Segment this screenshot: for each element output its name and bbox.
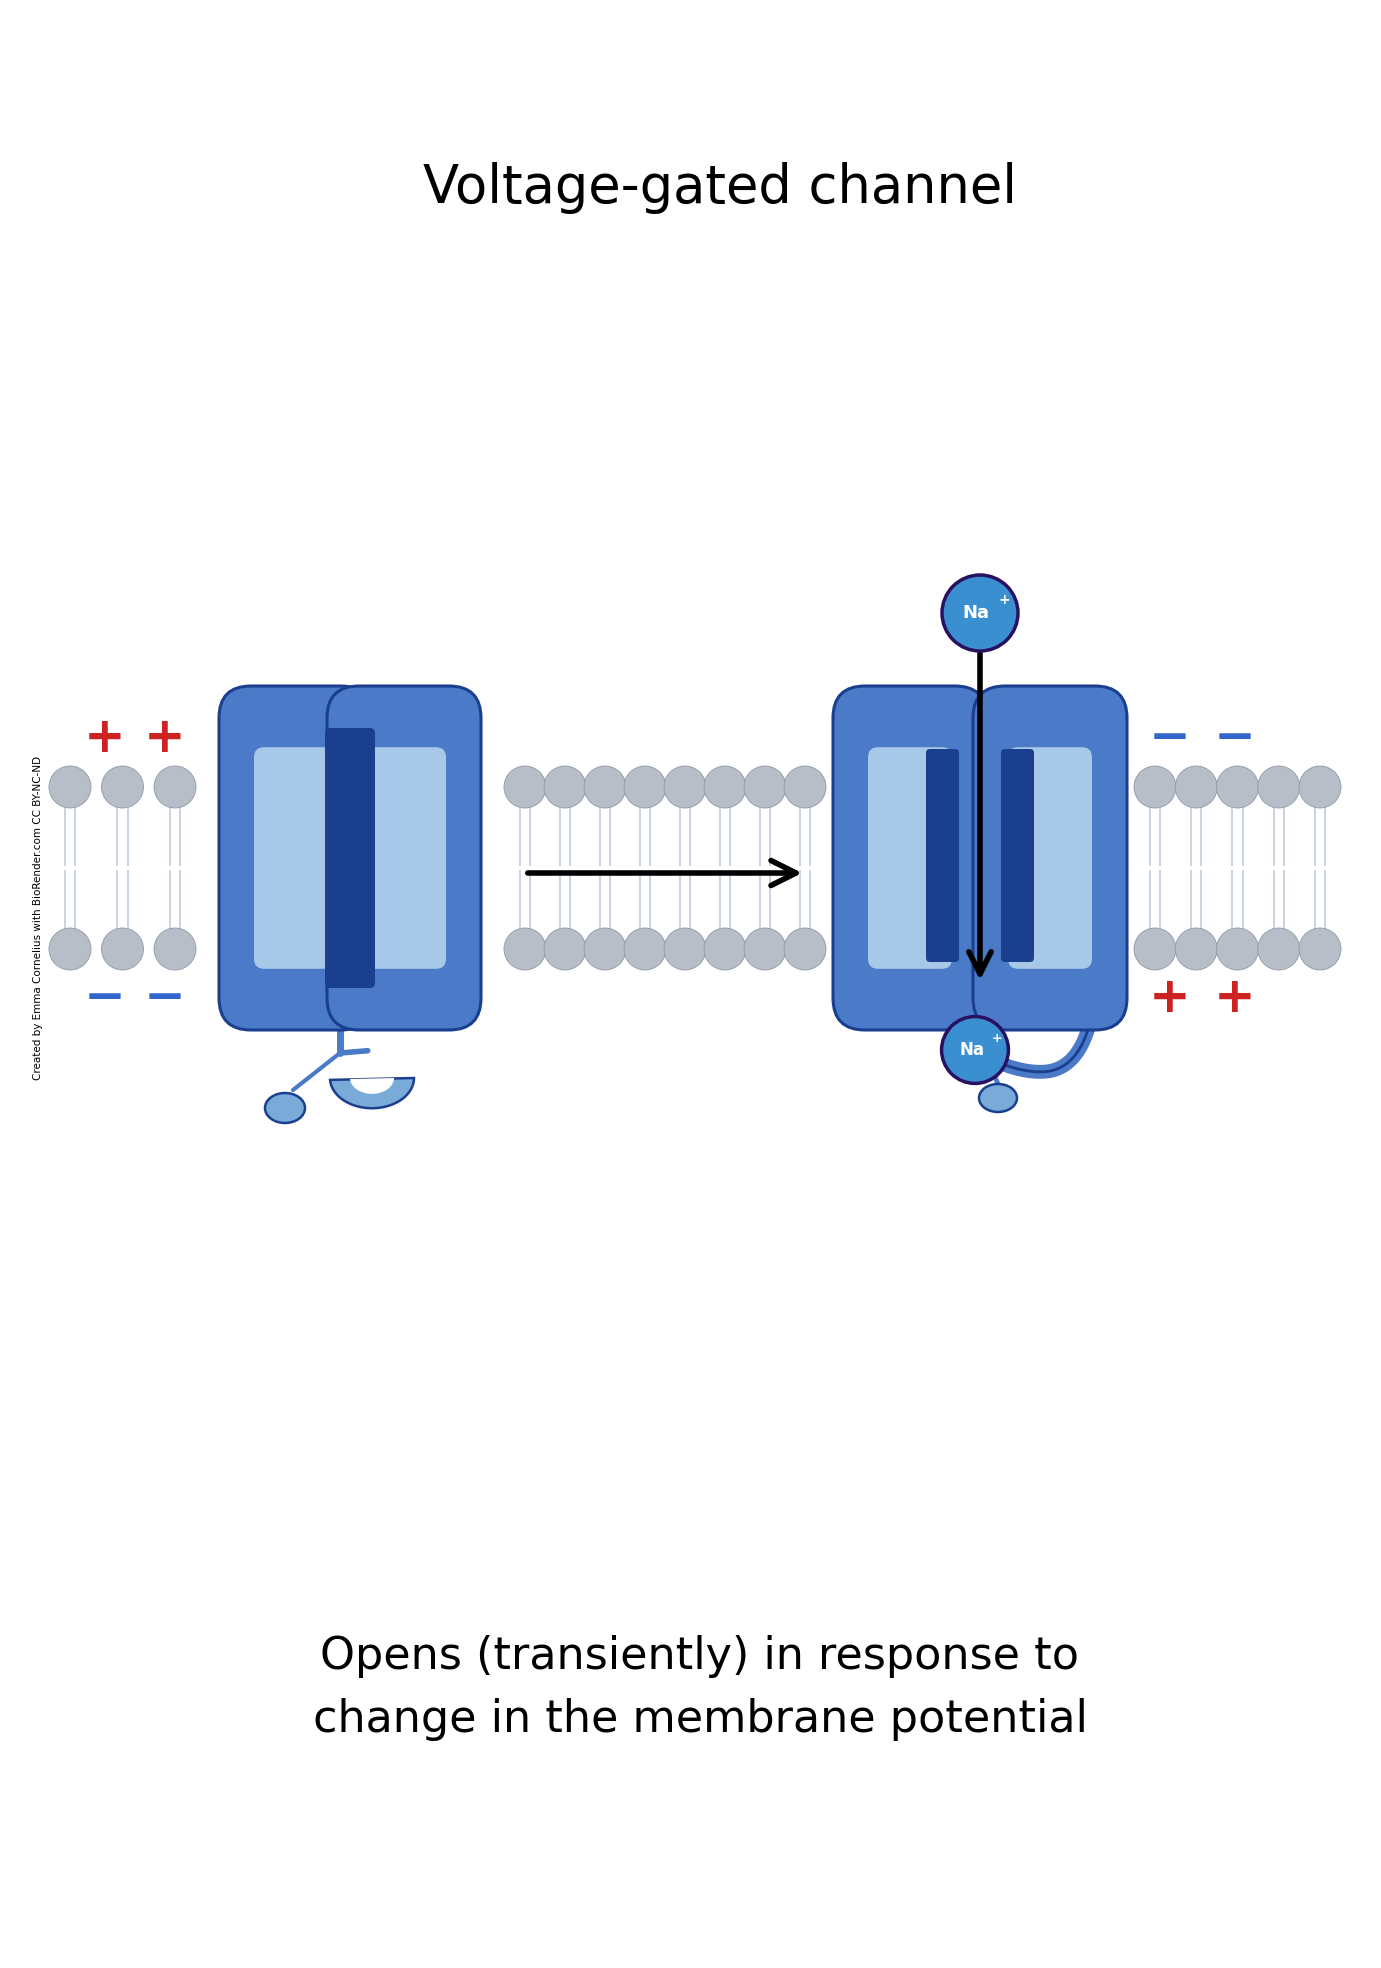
Circle shape [155, 766, 196, 809]
Text: Na: Na [960, 1041, 985, 1059]
Circle shape [704, 766, 746, 809]
FancyBboxPatch shape [220, 687, 373, 1029]
Text: −: − [84, 974, 126, 1021]
Circle shape [48, 929, 91, 970]
Circle shape [942, 1017, 1008, 1084]
Circle shape [1300, 929, 1341, 970]
Text: +: + [84, 714, 126, 762]
Circle shape [1217, 929, 1258, 970]
Text: +: + [998, 592, 1010, 606]
Text: Created by Emma Cornelius with BioRender.com CC BY-NC-ND: Created by Emma Cornelius with BioRender… [33, 756, 43, 1080]
Circle shape [1258, 766, 1300, 809]
Circle shape [744, 929, 786, 970]
Circle shape [48, 766, 91, 809]
Circle shape [1134, 929, 1177, 970]
Circle shape [155, 929, 196, 970]
FancyBboxPatch shape [833, 687, 987, 1029]
Circle shape [664, 929, 706, 970]
Polygon shape [330, 1078, 414, 1108]
Text: Na: Na [963, 604, 990, 622]
Circle shape [1175, 766, 1217, 809]
Text: +: + [144, 714, 186, 762]
Circle shape [624, 766, 666, 809]
Ellipse shape [265, 1092, 305, 1124]
Circle shape [744, 766, 786, 809]
Circle shape [784, 766, 826, 809]
Text: +: + [1214, 974, 1255, 1021]
Circle shape [584, 766, 626, 809]
Circle shape [704, 929, 746, 970]
Polygon shape [349, 1078, 394, 1094]
Text: +: + [1149, 974, 1190, 1021]
Text: Voltage-gated channel: Voltage-gated channel [423, 161, 1016, 215]
Text: Opens (transiently) in response to
change in the membrane potential: Opens (transiently) in response to chang… [312, 1635, 1087, 1742]
FancyBboxPatch shape [927, 750, 958, 962]
Circle shape [504, 929, 545, 970]
FancyBboxPatch shape [327, 687, 481, 1029]
Text: −: − [1149, 714, 1190, 762]
Text: −: − [144, 974, 186, 1021]
Circle shape [664, 766, 706, 809]
Circle shape [1258, 929, 1300, 970]
Circle shape [101, 766, 144, 809]
Circle shape [624, 929, 666, 970]
Circle shape [504, 766, 545, 809]
FancyBboxPatch shape [362, 748, 446, 968]
FancyBboxPatch shape [869, 748, 952, 968]
Circle shape [101, 929, 144, 970]
FancyBboxPatch shape [1008, 748, 1092, 968]
FancyBboxPatch shape [939, 728, 1021, 988]
Circle shape [584, 929, 626, 970]
Circle shape [784, 929, 826, 970]
FancyBboxPatch shape [254, 748, 338, 968]
Text: −: − [1214, 714, 1255, 762]
Text: +: + [992, 1031, 1003, 1045]
FancyBboxPatch shape [325, 728, 376, 988]
Ellipse shape [979, 1084, 1016, 1112]
Circle shape [1134, 766, 1177, 809]
Circle shape [544, 929, 586, 970]
Circle shape [1300, 766, 1341, 809]
FancyBboxPatch shape [974, 687, 1127, 1029]
Circle shape [544, 766, 586, 809]
FancyBboxPatch shape [1001, 750, 1034, 962]
Circle shape [1217, 766, 1258, 809]
Circle shape [942, 575, 1018, 651]
Circle shape [1175, 929, 1217, 970]
